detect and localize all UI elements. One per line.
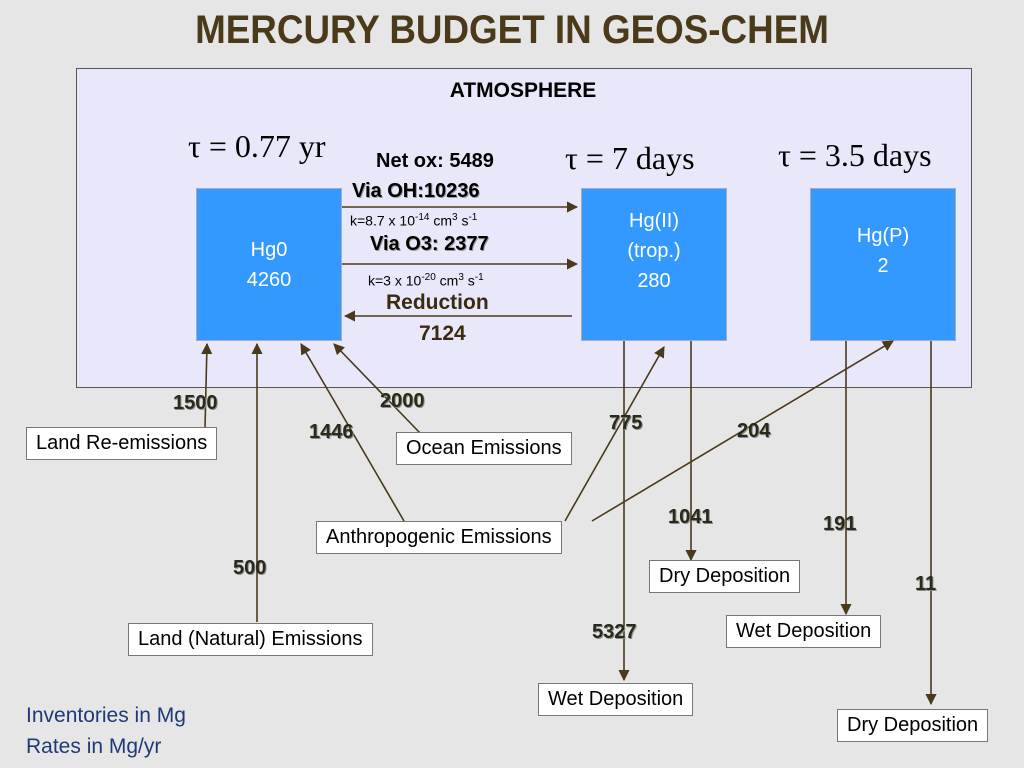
flux-wet-dep-p: 191 — [823, 513, 857, 535]
tau-hgp-label: τ = 3.5 days — [778, 137, 932, 173]
note-inventories: Inventories in Mg — [26, 704, 186, 727]
flux-anthro-hgp: 204 — [737, 420, 771, 442]
wet-deposition-p-box: Wet Deposition — [726, 615, 882, 648]
anthropogenic-emissions-box: Anthropogenic Emissions — [316, 521, 562, 554]
net-ox-label: Net ox: 5489 — [376, 150, 494, 172]
arrow-ocean — [333, 343, 421, 434]
flux-land-reemission: 1500 — [173, 392, 218, 414]
k-o3-label: k=3 x 10-20 cm3 s-1 — [368, 272, 484, 289]
reduction-value: 7124 — [419, 322, 466, 345]
hgp-name: Hg(P) — [856, 225, 910, 247]
hgii-value: 280 — [637, 270, 671, 292]
flux-anthro-hgii: 775 — [609, 412, 643, 434]
ocean-emissions-box: Ocean Emissions — [396, 432, 572, 465]
flux-ocean: 2000 — [380, 390, 425, 412]
flux-anthro-hg0: 1446 — [309, 421, 354, 443]
hgii-box: Hg(II) (trop.) 280 — [581, 188, 727, 341]
flux-dry-dep-p: 11 — [915, 573, 937, 595]
via-o3-label: Via O3: 2377 — [370, 233, 489, 255]
hgp-value: 2 — [877, 255, 889, 277]
land-natural-emissions-box: Land (Natural) Emissions — [128, 623, 373, 656]
hg0-name: Hg0 — [250, 239, 288, 261]
atmosphere-label: ATMOSPHERE — [449, 79, 597, 102]
note-rates: Rates in Mg/yr — [26, 735, 162, 758]
flux-land-natural: 500 — [233, 557, 267, 579]
hg0-value: 4260 — [246, 269, 292, 291]
flux-wet-dep-ii: 5327 — [592, 621, 637, 643]
arrow-anthro-hgii — [564, 346, 665, 522]
dry-deposition-ii-box: Dry Deposition — [649, 560, 801, 593]
flux-dry-dep-ii: 1041 — [668, 506, 713, 528]
hgii-name: Hg(II) — [629, 210, 679, 232]
tau-hgii-label: τ = 7 days — [565, 140, 695, 176]
wet-deposition-ii-box: Wet Deposition — [538, 683, 694, 716]
arrow-anthro-hg0 — [300, 343, 405, 522]
dry-deposition-p-box: Dry Deposition — [837, 709, 989, 742]
arrow-land-reemission — [201, 342, 213, 429]
tau-hg0-label: τ = 0.77 yr — [188, 128, 326, 164]
via-oh-label: Via OH:10236 — [352, 180, 480, 202]
land-reemissions-box: Land Re-emissions — [26, 427, 218, 460]
arrow-anthro-hgp — [591, 340, 894, 522]
reduction-label: Reduction — [386, 291, 489, 314]
page-title: MERCURY BUDGET IN GEOS-CHEM — [195, 8, 829, 52]
hg0-box: Hg0 4260 — [196, 188, 342, 341]
hgii-sub: (trop.) — [627, 240, 681, 262]
k-oh-label: k=8.7 x 10-14 cm3 s-1 — [350, 212, 478, 229]
